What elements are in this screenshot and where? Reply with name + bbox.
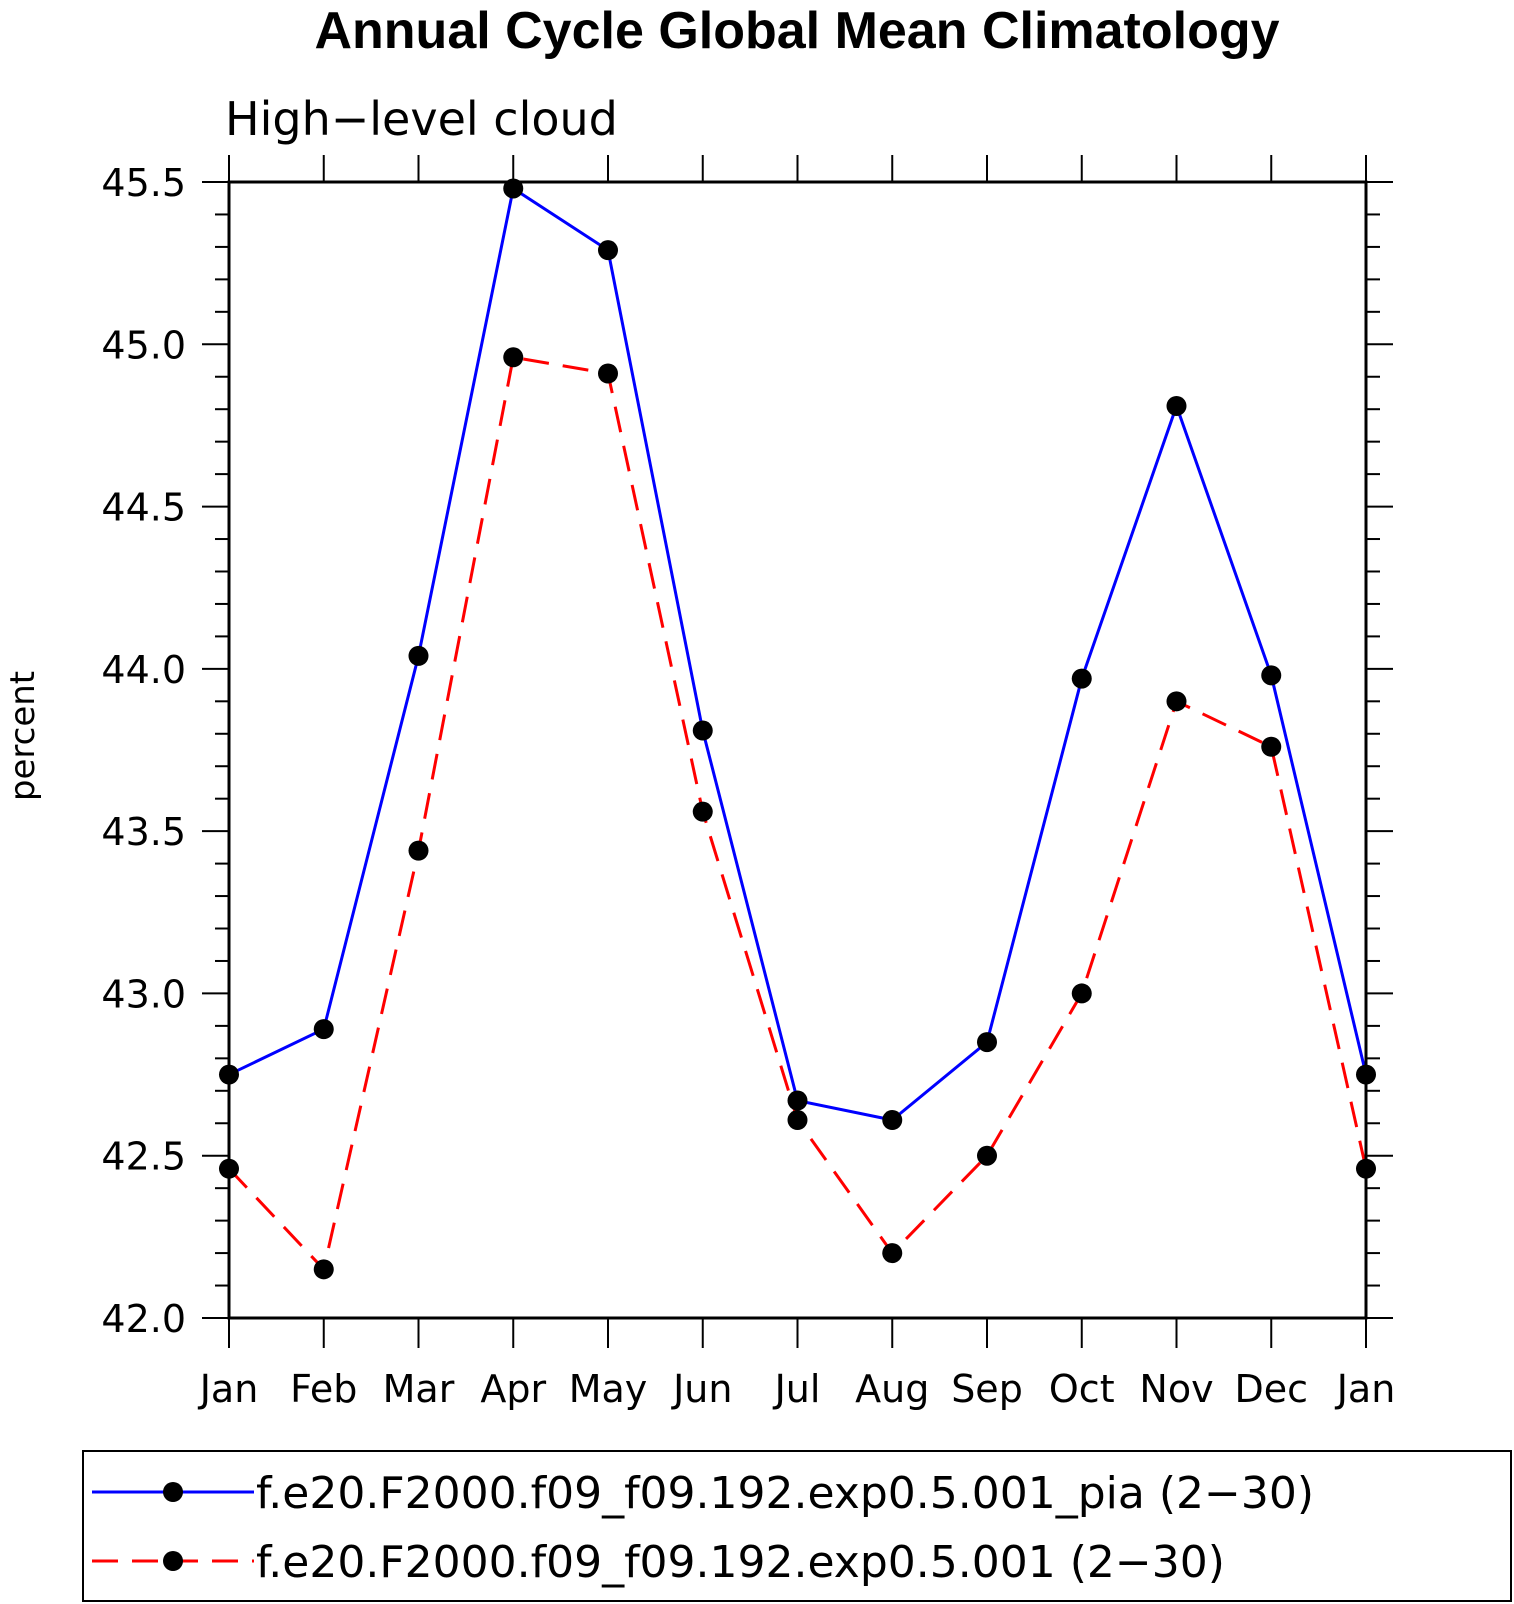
y-axis-label: percent (3, 671, 43, 801)
series-0-point (977, 1032, 997, 1053)
x-tick-labels: Jan Feb Mar Apr May Jun Jul Aug Sep Oct Nov Dec Jan (198, 1367, 1396, 1411)
legend-label-1: f.e20.F2000.f09_f09.192.exp0.5.001 (2−30… (256, 1537, 1225, 1588)
x-tick-label: Dec (1234, 1367, 1308, 1411)
series-1-point (1261, 736, 1282, 757)
x-tick-label: Jan (198, 1367, 259, 1411)
series-0-point (787, 1090, 808, 1111)
legend-marker-0 (163, 1482, 183, 1502)
chart-subtitle: High−level cloud (225, 92, 618, 146)
x-tick-label: Jan (1335, 1367, 1396, 1411)
y-tick-label: 42.5 (101, 1135, 186, 1179)
y-tick-labels: 42.0 42.5 43.0 43.5 44.0 44.5 45.0 45.5 (101, 161, 186, 1341)
series-0-point (692, 720, 713, 741)
series-1-point (1166, 691, 1187, 712)
x-tick-label: Aug (855, 1367, 929, 1411)
x-tick-label: Oct (1049, 1367, 1115, 1411)
series-1-point (882, 1243, 903, 1264)
x-tick-label: Jul (773, 1367, 821, 1411)
series-1-point (977, 1145, 997, 1166)
series-1-point (692, 801, 713, 822)
legend-marker-1 (163, 1551, 183, 1571)
y-tick-label: 45.5 (101, 161, 186, 205)
y-tick-label: 42.0 (101, 1297, 186, 1341)
x-tick-label: Feb (290, 1367, 357, 1411)
series-1-point (503, 347, 524, 368)
x-tick-label: Mar (383, 1367, 455, 1411)
series-0-point (882, 1110, 903, 1131)
series-0-point (313, 1019, 334, 1040)
y-tick-label: 44.5 (101, 486, 186, 530)
chart-title: Annual Cycle Global Mean Climatology (314, 2, 1279, 60)
series-line-1 (227, 355, 1368, 1273)
series-1-point (1071, 983, 1092, 1004)
y-tick-label: 45.0 (101, 323, 186, 367)
y-tick-label: 43.0 (101, 972, 186, 1016)
series-0-point (1261, 665, 1282, 686)
series-line-0 (228, 186, 1368, 1122)
x-tick-label: Apr (480, 1367, 546, 1411)
legend: f.e20.F2000.f09_f09.192.exp0.5.001_pia (… (82, 1450, 1512, 1602)
x-tick-label: Jun (671, 1367, 732, 1411)
legend-box (82, 1450, 1512, 1602)
series-1-point (598, 363, 618, 384)
x-tick-label: Nov (1139, 1367, 1213, 1411)
plot-frame (227, 180, 1368, 1320)
series-1-point (787, 1110, 808, 1131)
series-0-point (598, 240, 618, 261)
series-0-point (1071, 668, 1092, 689)
x-tick-label: May (569, 1367, 648, 1411)
axis-ticks (202, 155, 1393, 1348)
series-0-point (408, 645, 429, 666)
series-1-point (408, 840, 429, 861)
legend-label-0: f.e20.F2000.f09_f09.192.exp0.5.001_pia (… (256, 1468, 1314, 1519)
series-1-point (313, 1259, 334, 1280)
y-tick-label: 44.0 (101, 648, 186, 692)
x-tick-label: Sep (951, 1367, 1023, 1411)
y-tick-label: 43.5 (101, 810, 186, 854)
series-0-point (1166, 395, 1187, 416)
series-layer (219, 178, 1376, 1280)
